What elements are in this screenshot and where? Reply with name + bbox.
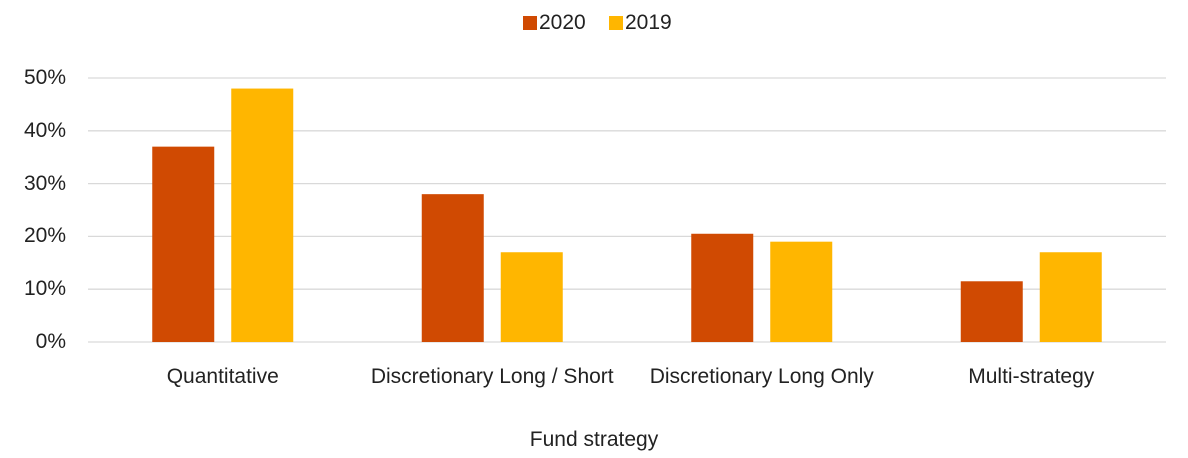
y-tick-label: 0%	[35, 330, 66, 353]
y-tick-label: 30%	[23, 171, 66, 195]
bar	[152, 146, 215, 342]
legend-label: 2020	[539, 11, 586, 34]
y-tick-label: 10%	[23, 277, 66, 301]
x-tick-label: Quantitative	[166, 365, 279, 388]
bar	[691, 233, 754, 342]
x-tick-label: Discretionary Long / Short	[370, 365, 614, 388]
x-tick-label: Discretionary Long Only	[649, 365, 874, 388]
bar	[770, 241, 833, 342]
y-tick-label: 20%	[23, 224, 66, 248]
x-tick-label: Multi-strategy	[968, 365, 1095, 388]
bar	[1039, 252, 1102, 342]
x-axis-label: Fund strategy	[529, 428, 659, 451]
bar	[500, 252, 563, 342]
bar	[231, 88, 294, 342]
y-tick-label: 50%	[23, 66, 66, 89]
y-tick-label: 40%	[23, 118, 66, 142]
legend-swatch	[609, 16, 623, 30]
legend-swatch	[523, 16, 537, 30]
legend-label: 2019	[625, 11, 672, 34]
bar	[421, 194, 484, 342]
bar	[960, 281, 1023, 342]
